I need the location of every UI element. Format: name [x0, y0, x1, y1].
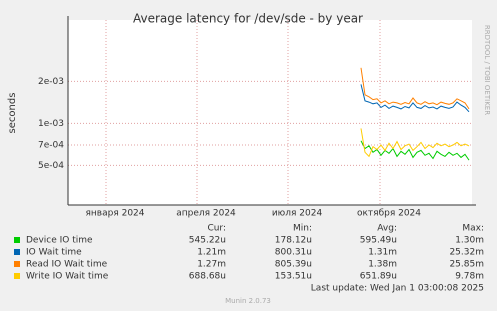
legend-swatch	[14, 273, 20, 279]
x-tick-label: апреля 2024	[176, 209, 236, 219]
legend-stat: 800.31u	[275, 248, 312, 258]
y-tick-label: 5e-04	[38, 161, 64, 171]
last-update: Last update: Wed Jan 1 03:00:08 2025	[311, 284, 484, 294]
y-axis-label: seconds	[7, 93, 18, 134]
legend-column-header: Avg:	[377, 224, 397, 234]
legend-stat: 153.51u	[275, 272, 312, 282]
legend-column-header: Min:	[293, 224, 312, 234]
y-tick-label: 1e-03	[38, 119, 64, 129]
legend-swatch	[14, 249, 20, 255]
legend-stat: 1.31m	[368, 248, 397, 258]
legend-stat: 805.39u	[275, 260, 312, 270]
chart-title: Average latency for /dev/sde - by year	[133, 12, 363, 26]
legend-stat: 651.89u	[360, 272, 397, 282]
legend-entry: Read IO Wait time	[26, 260, 108, 270]
legend-swatch	[14, 261, 20, 267]
plot-area	[68, 20, 472, 205]
y-tick-label: 7e-04	[38, 140, 64, 150]
footer: Munin 2.0.73	[225, 297, 271, 305]
legend-stat: 25.85m	[449, 260, 484, 270]
legend-stat: 1.30m	[455, 236, 484, 246]
legend-stat: 595.49u	[360, 236, 397, 246]
legend-entry: IO Wait time	[26, 248, 82, 258]
legend-entry: Device IO time	[26, 236, 93, 246]
legend-swatch	[14, 237, 20, 243]
x-tick-label: июля 2024	[272, 209, 323, 219]
legend-stat: 178.12u	[275, 236, 312, 246]
x-tick-label: октября 2024	[357, 209, 421, 219]
legend-stat: 688.68u	[189, 272, 226, 282]
legend-stat: 1.27m	[197, 260, 226, 270]
legend-entry: Write IO Wait time	[26, 272, 109, 282]
legend-stat: 545.22u	[189, 236, 226, 246]
series-line	[360, 140, 470, 161]
series-line	[360, 128, 470, 158]
x-tick-label: января 2024	[85, 209, 144, 219]
legend-column-header: Max:	[462, 224, 484, 234]
y-tick-label: 2e-03	[38, 77, 64, 87]
series-line	[360, 84, 470, 113]
legend-stat: 1.21m	[197, 248, 226, 258]
legend-column-header: Cur:	[207, 224, 226, 234]
series-line	[360, 67, 470, 110]
legend-stat: 9.78m	[455, 272, 484, 282]
legend-stat: 25.32m	[449, 248, 484, 258]
legend-stat: 1.38m	[368, 260, 397, 270]
side-label: RRDTOOL / TOBI OETIKER	[483, 25, 491, 115]
